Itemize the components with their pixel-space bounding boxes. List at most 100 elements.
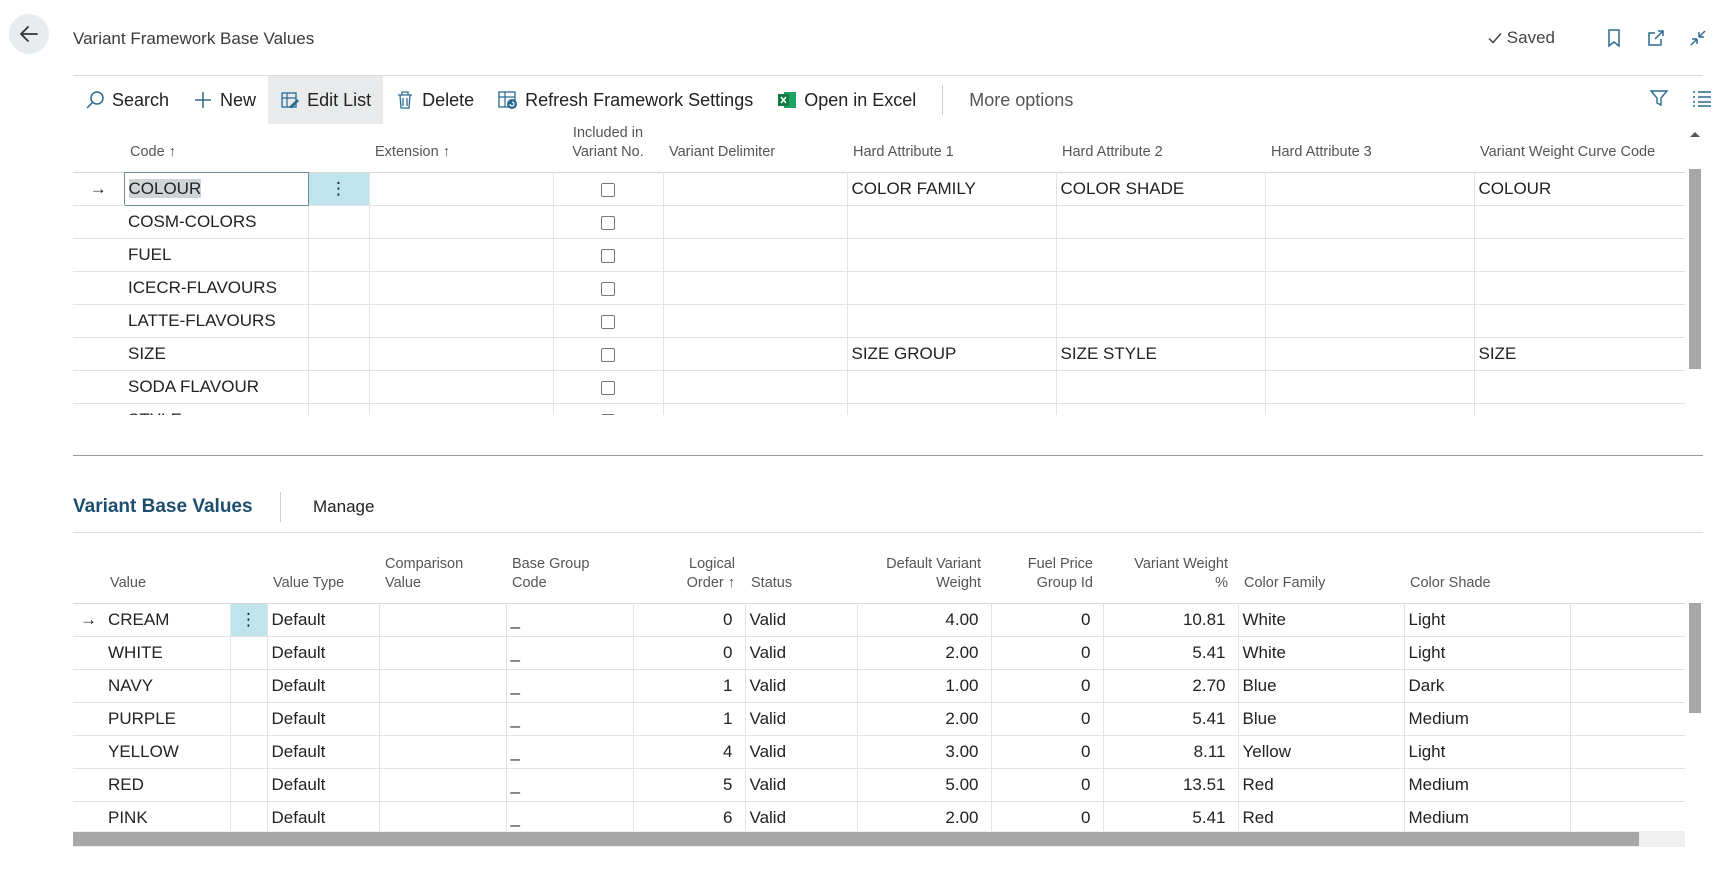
scroll-thumb[interactable] xyxy=(1689,169,1701,369)
code-cell[interactable]: SIZE xyxy=(124,337,309,371)
table-row[interactable]: PINK Default _ 6 Valid 2.00 0 5.41 Red M… xyxy=(73,801,1685,834)
open-new-window-icon[interactable] xyxy=(1645,27,1667,49)
delimiter-cell[interactable] xyxy=(663,172,848,206)
scroll-thumb[interactable] xyxy=(1689,603,1701,713)
comparison-cell[interactable] xyxy=(379,603,507,637)
hard1-cell[interactable]: COLOR FAMILY xyxy=(847,172,1057,206)
collapse-icon[interactable] xyxy=(1687,27,1709,49)
base-group-link[interactable]: _ xyxy=(506,768,634,802)
hard2-cell[interactable]: COLOR SHADE xyxy=(1056,172,1266,206)
col-included[interactable]: Included in Variant No. xyxy=(553,124,663,173)
col-curve[interactable]: Variant Weight Curve Code xyxy=(1480,144,1656,160)
table-row[interactable]: FUEL xyxy=(73,238,1685,272)
value-cell[interactable]: CREAM xyxy=(104,603,231,637)
code-cell[interactable]: STYLE xyxy=(124,403,309,415)
table-row[interactable]: STYLE xyxy=(73,403,1685,415)
default-weight-cell[interactable]: 4.00 xyxy=(857,603,992,637)
col-variant-weight-pct[interactable]: Variant Weight% xyxy=(1103,548,1238,603)
table-row[interactable]: LATTE-FLAVOURS xyxy=(73,304,1685,338)
value-type-cell[interactable]: Default xyxy=(267,603,380,637)
col-code[interactable]: Code ↑ xyxy=(130,144,176,160)
col-logical-order[interactable]: Logical Order ↑ xyxy=(633,548,745,603)
base-group-link[interactable]: _ xyxy=(506,669,634,703)
included-checkbox[interactable] xyxy=(601,380,615,395)
col-color-shade[interactable]: Color Shade xyxy=(1410,574,1491,591)
table-row[interactable]: RED Default _ 5 Valid 5.00 0 13.51 Red M… xyxy=(73,768,1685,802)
col-hard1[interactable]: Hard Attribute 1 xyxy=(853,144,954,160)
included-checkbox[interactable] xyxy=(601,182,615,197)
base-group-link[interactable]: _ xyxy=(506,636,634,670)
col-default-variant-weight[interactable]: Default Variant Weight xyxy=(857,548,991,603)
status-cell[interactable]: Valid xyxy=(745,603,858,637)
base-group-link[interactable]: _ xyxy=(506,801,634,834)
base-group-link[interactable]: _ xyxy=(506,603,634,637)
table-row[interactable]: → CREAM ⋮ Default _ 0 Valid 4.00 0 10.81… xyxy=(73,603,1685,637)
refresh-framework-settings-button[interactable]: Refresh Framework Settings xyxy=(486,76,765,124)
value-cell[interactable]: PURPLE xyxy=(104,702,231,736)
col-delimiter[interactable]: Variant Delimiter xyxy=(669,144,776,160)
more-options-button[interactable]: More options xyxy=(969,89,1074,110)
framework-vertical-scrollbar[interactable] xyxy=(1687,129,1701,415)
table-row[interactable]: PURPLE Default _ 1 Valid 2.00 0 5.41 Blu… xyxy=(73,702,1685,736)
col-status[interactable]: Status xyxy=(751,574,793,591)
table-row[interactable]: WHITE Default _ 0 Valid 2.00 0 5.41 Whit… xyxy=(73,636,1685,670)
row-actions-icon[interactable]: ⋮ xyxy=(230,603,268,637)
variant-horizontal-scrollbar[interactable] xyxy=(73,831,1685,847)
search-button[interactable]: Search xyxy=(73,76,181,124)
value-cell[interactable]: RED xyxy=(104,768,231,802)
filter-icon[interactable] xyxy=(1649,88,1669,113)
scroll-up-icon[interactable] xyxy=(1689,129,1701,139)
value-cell[interactable]: NAVY xyxy=(104,669,231,703)
hard3-cell[interactable] xyxy=(1265,172,1475,206)
extension-cell[interactable] xyxy=(369,172,554,206)
list-view-icon[interactable] xyxy=(1691,88,1713,113)
variant-vertical-scrollbar[interactable] xyxy=(1687,603,1701,838)
included-checkbox[interactable] xyxy=(601,215,615,230)
col-color-family[interactable]: Color Family xyxy=(1244,574,1326,591)
col-fuel-price-group[interactable]: Fuel Price Group Id xyxy=(991,548,1103,603)
logical-order-cell[interactable]: 0 xyxy=(633,603,746,637)
new-button[interactable]: New xyxy=(181,76,268,124)
code-cell[interactable]: LATTE-FLAVOURS xyxy=(124,304,309,338)
table-row[interactable]: YELLOW Default _ 4 Valid 3.00 0 8.11 Yel… xyxy=(73,735,1685,769)
base-group-link[interactable]: _ xyxy=(506,735,634,769)
col-value-type[interactable]: Value Type xyxy=(273,574,345,591)
col-base-group[interactable]: Base Group Code xyxy=(506,548,633,603)
open-in-excel-button[interactable]: Open in Excel xyxy=(765,76,928,124)
fuel-group-cell[interactable]: 0 xyxy=(991,603,1104,637)
manage-button[interactable]: Manage xyxy=(313,497,375,516)
code-cell[interactable]: FUEL xyxy=(124,238,309,272)
col-extension[interactable]: Extension ↑ xyxy=(375,144,450,160)
table-row[interactable]: NAVY Default _ 1 Valid 1.00 0 2.70 Blue … xyxy=(73,669,1685,703)
back-button[interactable] xyxy=(9,14,49,54)
included-checkbox[interactable] xyxy=(601,413,615,415)
horizontal-scroll-thumb[interactable] xyxy=(73,832,1639,846)
col-value[interactable]: Value xyxy=(110,574,147,591)
bookmark-icon[interactable] xyxy=(1603,27,1625,49)
delete-button[interactable]: Delete xyxy=(383,76,486,124)
code-cell[interactable]: COSM-COLORS xyxy=(124,205,309,239)
col-hard3[interactable]: Hard Attribute 3 xyxy=(1271,144,1372,160)
included-checkbox[interactable] xyxy=(601,314,615,329)
row-actions-icon[interactable]: ⋮ xyxy=(308,172,370,206)
value-cell[interactable]: WHITE xyxy=(104,636,231,670)
included-checkbox[interactable] xyxy=(601,347,615,362)
included-cell[interactable] xyxy=(553,172,664,206)
part-divider[interactable] xyxy=(73,455,1703,456)
edit-list-button[interactable]: Edit List xyxy=(268,76,384,124)
table-row[interactable]: ICECR-FLAVOURS xyxy=(73,271,1685,305)
col-hard2[interactable]: Hard Attribute 2 xyxy=(1062,144,1163,160)
subpart-title[interactable]: Variant Base Values xyxy=(73,496,253,517)
table-row[interactable]: → COLOUR ⋮ COLOR FAMILY COLOR SHADE COLO… xyxy=(73,172,1685,206)
included-checkbox[interactable] xyxy=(601,281,615,296)
table-row[interactable]: SIZE SIZE GROUP SIZE STYLE SIZE xyxy=(73,337,1685,371)
col-comparison[interactable]: Comparison Value xyxy=(379,548,506,603)
included-checkbox[interactable] xyxy=(601,248,615,263)
color-family-cell[interactable]: White xyxy=(1238,603,1405,637)
value-cell[interactable]: YELLOW xyxy=(104,735,231,769)
curve-cell[interactable]: COLOUR xyxy=(1474,172,1685,206)
base-group-link[interactable]: _ xyxy=(506,702,634,736)
color-shade-cell[interactable]: Light xyxy=(1404,603,1571,637)
code-cell[interactable]: SODA FLAVOUR xyxy=(124,370,309,404)
code-cell[interactable]: ICECR-FLAVOURS xyxy=(124,271,309,305)
